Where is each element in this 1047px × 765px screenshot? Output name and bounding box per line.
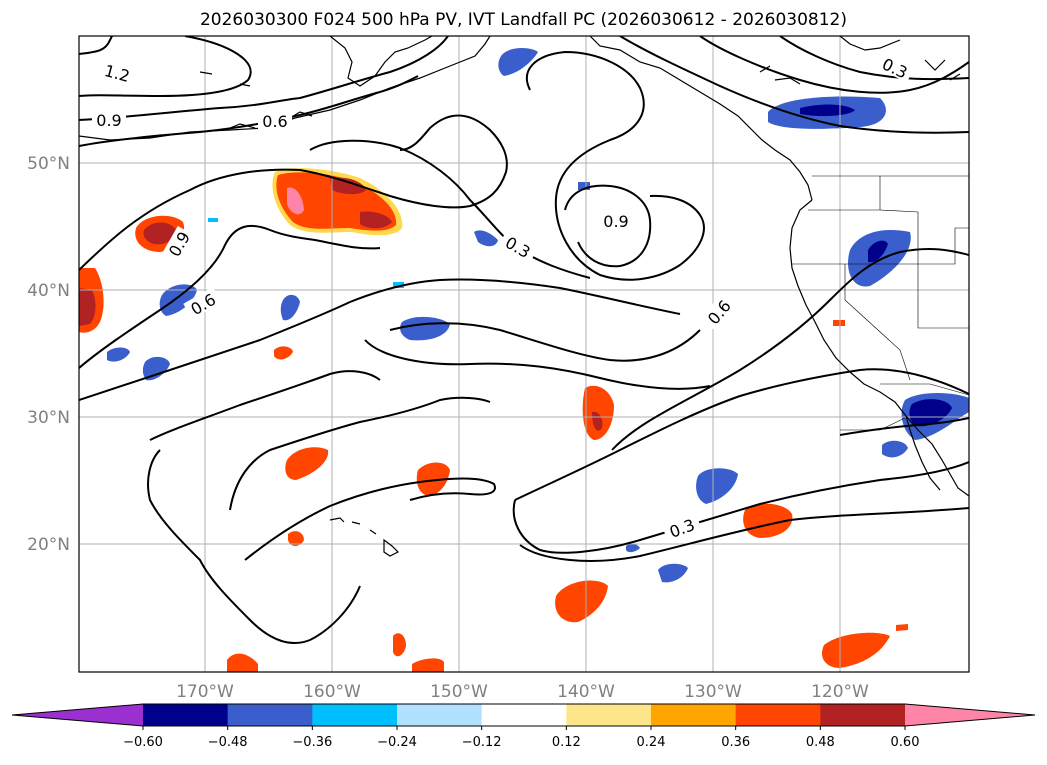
lon-labels: 170°W 160°W 150°W 140°W 130°W 120°W [176, 682, 869, 702]
lon-label: 130°W [684, 682, 742, 702]
lon-label: 120°W [811, 682, 869, 702]
colorbar-segment [735, 704, 821, 726]
lon-label: 160°W [303, 682, 361, 702]
colorbar-tick-label: 0.48 [806, 735, 835, 750]
lon-label: 150°W [430, 682, 488, 702]
colorbar-tick-label: −0.48 [208, 735, 248, 750]
colorbar-tick-label: 0.36 [721, 735, 750, 750]
lat-label: 50°N [27, 154, 70, 174]
colorbar-tick-label: −0.60 [123, 735, 163, 750]
shaded-anomalies [79, 48, 969, 672]
colorbar-extend-low [12, 704, 143, 726]
contour-labels: 1.2 0.9 0.6 0.9 0.6 0.9 0.3 0.6 0.3 0.3 [92, 51, 915, 542]
colorbar-tick-label: −0.12 [462, 735, 502, 750]
lat-label: 30°N [27, 408, 70, 428]
colorbar-segment [397, 704, 483, 726]
pv-contours [79, 36, 969, 645]
colorbar-segment [820, 704, 906, 726]
colorbar-segment [143, 704, 229, 726]
map-frame [78, 35, 970, 673]
colorbar-tick-label: 0.24 [637, 735, 666, 750]
lat-label: 40°N [27, 281, 70, 301]
lon-label: 170°W [176, 682, 234, 702]
colorbar-segment [481, 704, 567, 726]
contour-label: 0.9 [96, 111, 121, 130]
contour-label: 0.6 [262, 112, 287, 131]
lat-labels: 50°N 40°N 30°N 20°N [27, 154, 70, 555]
colorbar-tick-label: −0.24 [377, 735, 417, 750]
contour-label: 0.9 [603, 212, 628, 231]
colorbar-tick-label: −0.36 [292, 735, 332, 750]
colorbar-segment [227, 704, 313, 726]
colorbar-segment [566, 704, 652, 726]
colorbar-tick-label: 0.12 [552, 735, 581, 750]
lon-label: 140°W [557, 682, 615, 702]
lat-label: 20°N [27, 535, 70, 555]
map-title: 2026030300 F024 500 hPa PV, IVT Landfall… [199, 10, 847, 30]
graticule [79, 36, 969, 672]
colorbar-extend-high [905, 704, 1035, 726]
colorbar-segment [651, 704, 737, 726]
colorbar-segment [312, 704, 398, 726]
colorbar-tick-label: 0.60 [891, 735, 920, 750]
colorbar: −0.60 −0.48 −0.36 −0.24 −0.12 0.12 0.24 0.36 0.4… [11, 703, 1036, 750]
